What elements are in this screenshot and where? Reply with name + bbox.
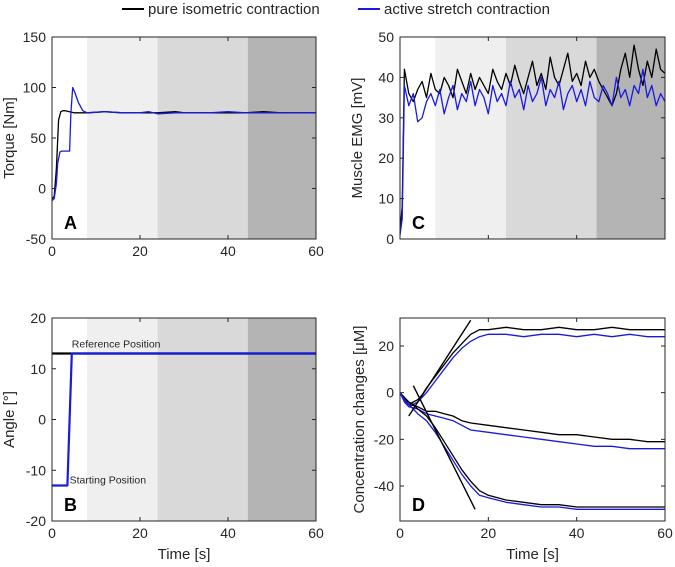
axes-box	[399, 36, 666, 240]
y-tick-label: 30	[378, 110, 394, 126]
y-axis-label: Concentration changes [μM]	[351, 326, 368, 514]
y-tick-label: 40	[378, 69, 394, 85]
x-tick-label: 40	[569, 525, 585, 541]
x-tick-label: 0	[48, 243, 56, 259]
series-line-1	[400, 68, 665, 236]
x-tick-label: 60	[308, 243, 324, 259]
x-tick-label: 0	[396, 525, 404, 541]
series-line-0	[400, 326, 665, 405]
y-tick-label: -20	[374, 431, 394, 447]
plot-area	[400, 318, 665, 521]
phase-band-1	[87, 318, 158, 521]
panel-d: -40 -20 0 20 0 20 40 60 Time [s] Concentration ch…	[351, 317, 673, 563]
series-line-1	[52, 352, 316, 487]
legend: pure isometric contraction active stretc…	[122, 1, 550, 18]
series-line-7	[412, 385, 476, 510]
legend-label-stretch: active stretch contraction	[384, 1, 550, 18]
phase-band-3	[247, 37, 316, 239]
y-tick-label: -20	[26, 513, 46, 529]
series-line-5	[400, 392, 665, 510]
series-group	[52, 86, 316, 202]
series-group	[400, 319, 665, 510]
phase-band-3	[247, 318, 316, 521]
y-tick-label: 0	[38, 412, 46, 428]
y-axis-label: Torque [Nm]	[1, 97, 18, 179]
y-tick-label: 100	[23, 80, 47, 96]
y-tick-label: 10	[378, 191, 394, 207]
panel-label: D	[412, 495, 425, 515]
y-tick-label: 50	[30, 130, 46, 146]
y-tick-label: 10	[30, 361, 46, 377]
y-tick-label: 0	[38, 181, 46, 197]
y-tick-label: 0	[386, 385, 394, 401]
x-axis-label: Time [s]	[158, 546, 211, 563]
series-group	[52, 352, 316, 487]
x-tick-label: 20	[132, 525, 148, 541]
x-tick-label: 20	[481, 525, 497, 541]
x-tick-label: 60	[308, 525, 324, 541]
series-line-6	[408, 319, 472, 417]
panel-b: -20 -10 0 10 20 0 20 40 60 Time [s] Angle [°] B Refe…	[1, 310, 324, 563]
y-tick-label: -10	[26, 462, 46, 478]
y-tick-label: 20	[378, 150, 394, 166]
series-group	[400, 44, 665, 236]
y-tick-label: 0	[386, 231, 394, 247]
phase-band-2	[157, 318, 248, 521]
x-tick-label: 40	[220, 525, 236, 541]
y-axis-label: Muscle EMG [mV]	[349, 78, 366, 199]
panel-label: A	[64, 213, 77, 233]
x-tick-label: 0	[48, 525, 56, 541]
y-tick-label: -40	[374, 478, 394, 494]
y-tick-label: 150	[23, 29, 47, 45]
panel-label: C	[412, 213, 425, 233]
x-tick-label: 20	[132, 243, 148, 259]
x-tick-label: 40	[220, 243, 236, 259]
x-tick-label: 60	[657, 525, 673, 541]
annotation-starting-position: Starting Position	[70, 474, 147, 486]
phase-band-1	[87, 37, 158, 239]
annotation-reference-position: Reference Position	[72, 339, 161, 351]
x-axis-label: Time [s]	[506, 546, 559, 563]
y-tick-label: -50	[26, 231, 46, 247]
phase-band-2	[506, 37, 597, 239]
legend-label-isometric: pure isometric contraction	[148, 1, 320, 18]
panel-c: 0 10 20 30 40 50 Muscle EMG [mV] C	[349, 29, 666, 247]
y-tick-label: 20	[30, 310, 46, 326]
series-line-2	[400, 392, 665, 443]
y-axis-label: Angle [°]	[1, 391, 18, 448]
series-line-4	[400, 392, 665, 508]
phase-band-1	[435, 37, 506, 239]
axes-box	[399, 317, 666, 522]
y-tick-label: 50	[378, 29, 394, 45]
y-tick-label: 20	[378, 338, 394, 354]
series-line-1	[52, 86, 316, 202]
panel-label: B	[64, 495, 77, 515]
phase-band-2	[157, 37, 248, 239]
